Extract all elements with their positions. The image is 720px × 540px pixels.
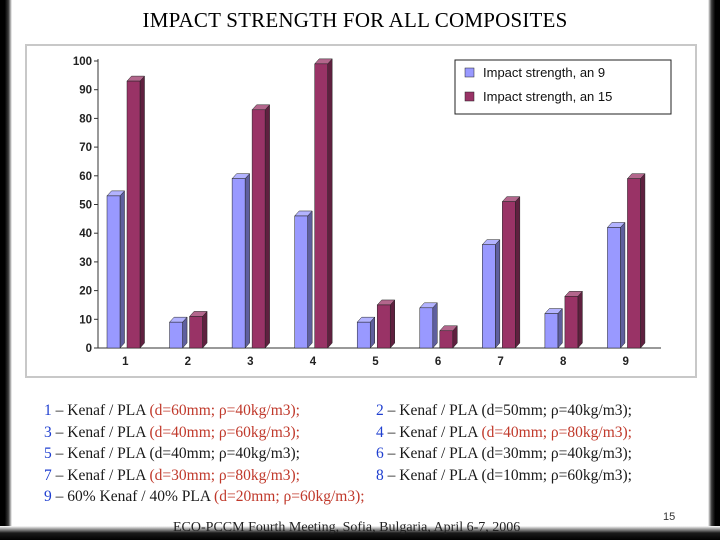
legend-label: Impact strength, an 15	[483, 89, 612, 104]
bar-chart: 0 10 20 30 40 50 60 70 80 90 100 1 2 3 4 5 6 7 8 9 Impact st…	[73, 56, 672, 368]
page-number: 15	[663, 511, 676, 523]
bar	[251, 109, 266, 349]
footer-text: ECO-PCCM Fourth Meeting, Sofia, Bulgaria…	[173, 520, 521, 535]
slide-border-left	[0, 0, 12, 540]
slide-border-right	[708, 0, 720, 540]
slide-title: IMPACT STRENGTH FOR ALL COMPOSITES	[142, 8, 568, 32]
chart-container: 0 10 20 30 40 50 60 70 80 90 100 1 2 3 4 5 6 7 8 9 Impact st…	[25, 44, 697, 378]
bar	[376, 304, 391, 349]
bar	[314, 63, 328, 349]
x-tick-label: 2	[185, 356, 191, 368]
bar-side	[119, 190, 125, 349]
description-item: 7 – Kenaf / PLA (d=30mm; ρ=80kg/m3);	[44, 466, 300, 484]
bar-side	[182, 316, 188, 349]
composite-descriptions: 1 – Kenaf / PLA (d=60mm; ρ=40kg/m3); 2 –…	[44, 400, 704, 508]
y-tick-label: 30	[79, 257, 92, 269]
description-item: 5 – Kenaf / PLA (d=40mm; ρ=40kg/m3);	[44, 445, 300, 462]
x-tick-label: 8	[560, 356, 567, 368]
bar	[627, 178, 641, 349]
y-tick-label: 80	[79, 113, 92, 125]
bar-side	[389, 299, 395, 349]
description-item: 3 – Kenaf / PLA (d=40mm; ρ=60kg/m3);	[44, 423, 300, 441]
description-row: 1 – Kenaf / PLA (d=60mm; ρ=40kg/m3); 2 –…	[44, 400, 704, 422]
bar	[607, 227, 621, 349]
description-row: 7 – Kenaf / PLA (d=30mm; ρ=80kg/m3); 8 –…	[44, 465, 704, 487]
description-row: 5 – Kenaf / PLA (d=40mm; ρ=40kg/m3); 6 –…	[44, 443, 704, 465]
bar	[544, 313, 559, 349]
bar-side	[369, 316, 375, 349]
bar-side	[495, 239, 501, 349]
bar	[126, 80, 141, 349]
legend-swatch	[464, 91, 475, 102]
bar	[106, 195, 121, 349]
y-tick-label: 0	[86, 343, 92, 355]
bar-side	[307, 210, 313, 349]
x-tick-label: 9	[623, 356, 629, 368]
x-tick-label: 6	[435, 356, 441, 368]
description-item: 8 – Kenaf / PLA (d=10mm; ρ=60kg/m3);	[376, 466, 632, 484]
y-tick-label: 90	[79, 85, 92, 97]
description-item: 2 – Kenaf / PLA (d=50mm; ρ=40kg/m3);	[376, 402, 632, 419]
bar-side	[577, 290, 583, 349]
bar	[231, 178, 246, 349]
y-tick-label: 50	[79, 200, 92, 212]
description-item: 1 – Kenaf / PLA (d=60mm; ρ=40kg/m3);	[44, 402, 300, 419]
bar	[169, 321, 183, 349]
y-tick-label: 70	[79, 142, 92, 154]
bar-side	[557, 307, 563, 349]
y-tick-label: 60	[79, 171, 92, 183]
y-tick-label: 20	[79, 286, 92, 298]
bar	[482, 244, 496, 349]
y-tick-label: 40	[79, 228, 92, 240]
x-tick-label: 7	[497, 356, 503, 368]
bar	[502, 201, 516, 349]
bar-side	[202, 310, 208, 349]
description-item: 9 – 60% Kenaf / 40% PLA (d=20mm; ρ=60kg/…	[44, 488, 365, 505]
description-item: 4 – Kenaf / PLA (d=40mm; ρ=80kg/m3);	[376, 423, 632, 441]
legend-swatch	[464, 67, 475, 78]
bar-side	[264, 104, 270, 349]
bar-side	[620, 221, 626, 349]
bar	[294, 215, 308, 349]
y-tick-label: 100	[73, 56, 92, 68]
x-tick-label: 1	[122, 356, 129, 368]
x-tick-label: 3	[247, 356, 253, 368]
bar-side	[515, 195, 521, 349]
bar-side	[327, 58, 333, 349]
y-tick-label: 10	[79, 314, 92, 326]
bar	[356, 321, 371, 349]
bar	[419, 307, 434, 349]
slide-border-bottom	[0, 526, 720, 540]
bar-side	[139, 75, 145, 349]
description-item: 6 – Kenaf / PLA (d=30mm; ρ=40kg/m3);	[376, 445, 632, 462]
bar	[189, 316, 203, 349]
description-row: 9 – 60% Kenaf / 40% PLA (d=20mm; ρ=60kg/…	[44, 486, 704, 508]
bar	[439, 330, 454, 349]
bar	[564, 296, 579, 349]
bar-side	[432, 302, 438, 349]
legend-box	[454, 59, 672, 115]
x-tick-label: 5	[372, 356, 379, 368]
description-row: 3 – Kenaf / PLA (d=40mm; ρ=60kg/m3); 4 –…	[44, 422, 704, 444]
bar-side	[640, 173, 646, 349]
legend-label: Impact strength, an 9	[483, 65, 605, 80]
x-tick-label: 4	[310, 356, 317, 368]
bar-side	[244, 173, 250, 349]
